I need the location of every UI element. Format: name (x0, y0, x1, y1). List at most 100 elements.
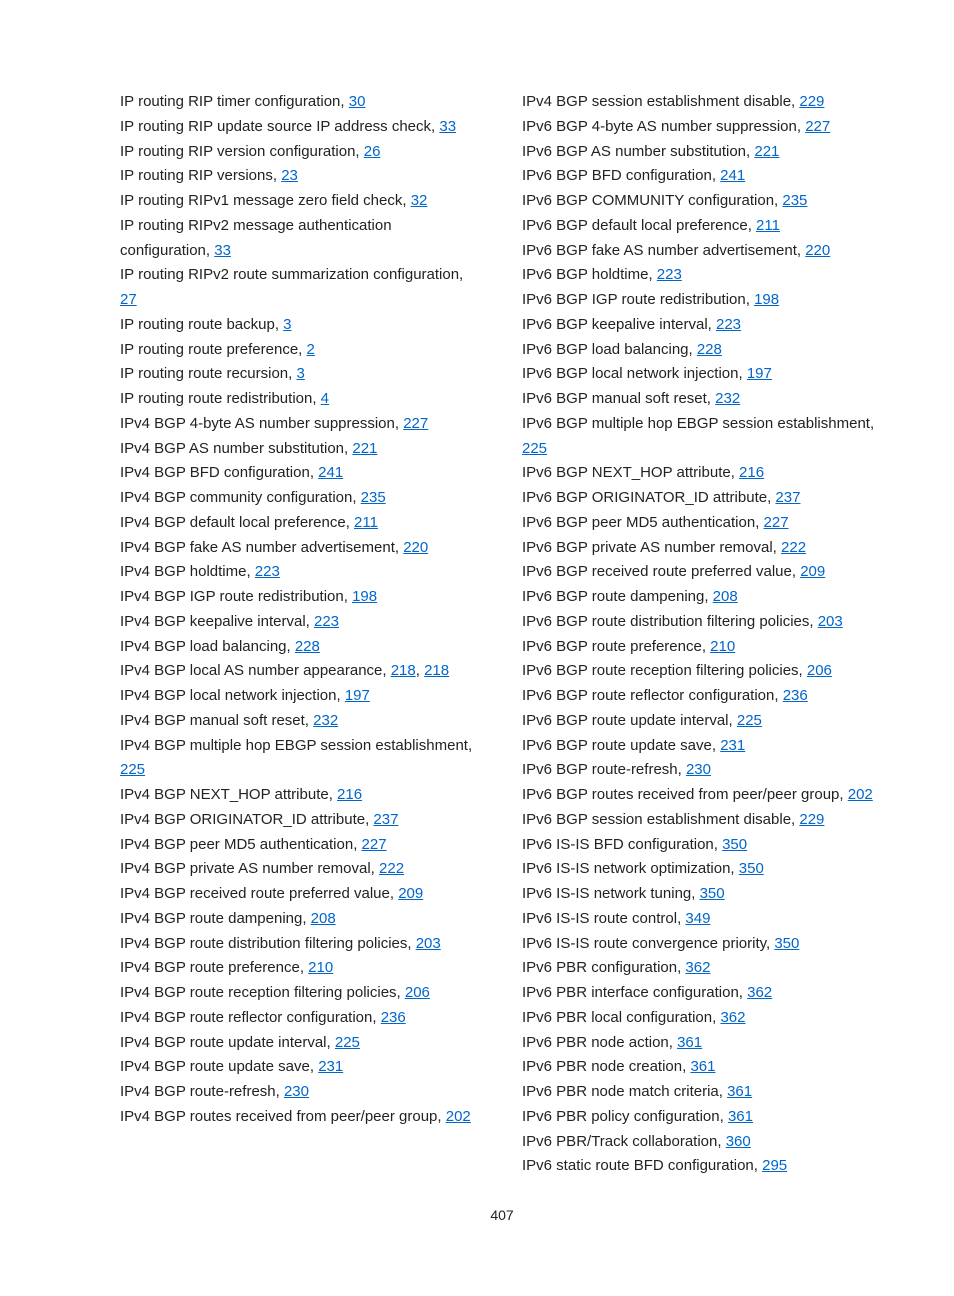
page-link[interactable]: 202 (446, 1108, 471, 1125)
page-link[interactable]: 235 (361, 489, 386, 506)
page-link[interactable]: 241 (318, 464, 343, 481)
columns-container: IP routing RIP timer configuration, 30IP… (120, 90, 884, 1179)
page-link[interactable]: 295 (762, 1157, 787, 1174)
page-link[interactable]: 206 (405, 984, 430, 1001)
page-link[interactable]: 203 (416, 935, 441, 952)
page-link[interactable]: 33 (439, 118, 456, 135)
page-link[interactable]: 218 (391, 662, 416, 679)
entry-text: IPv4 BGP routes received from peer/peer … (120, 1108, 446, 1125)
index-entry: IPv6 BGP manual soft reset, 232 (522, 387, 884, 412)
page-link[interactable]: 211 (354, 514, 378, 531)
entry-text: IPv6 PBR configuration, (522, 959, 685, 976)
page-link[interactable]: 236 (783, 687, 808, 704)
page-link[interactable]: 225 (737, 712, 762, 729)
page-link[interactable]: 27 (120, 291, 137, 308)
page-link[interactable]: 227 (805, 118, 830, 135)
page-link[interactable]: 361 (677, 1034, 702, 1051)
page-link[interactable]: 231 (318, 1058, 343, 1075)
page-link[interactable]: 229 (799, 93, 824, 110)
page-link[interactable]: 237 (775, 489, 800, 506)
page-link[interactable]: 350 (722, 836, 747, 853)
page-link[interactable]: 220 (403, 539, 428, 556)
entry-text: IPv6 BGP route dampening, (522, 588, 713, 605)
page-link[interactable]: 208 (311, 910, 336, 927)
page-link[interactable]: 222 (781, 539, 806, 556)
page-link[interactable]: 211 (756, 217, 780, 234)
index-entry: IPv6 PBR node creation, 361 (522, 1055, 884, 1080)
page-link[interactable]: 210 (308, 959, 333, 976)
page-link[interactable]: 220 (805, 242, 830, 259)
page-link[interactable]: 227 (362, 836, 387, 853)
page-link[interactable]: 229 (799, 811, 824, 828)
index-entry: IPv6 BGP keepalive interval, 223 (522, 313, 884, 338)
page-link[interactable]: 216 (739, 464, 764, 481)
page-link[interactable]: 221 (754, 143, 779, 160)
page-link[interactable]: 202 (848, 786, 873, 803)
page-link[interactable]: 2 (307, 341, 315, 358)
page-link[interactable]: 361 (727, 1083, 752, 1100)
page-link[interactable]: 221 (352, 440, 377, 457)
page-link[interactable]: 223 (657, 266, 682, 283)
page-link[interactable]: 210 (710, 638, 735, 655)
page-link[interactable]: 197 (345, 687, 370, 704)
page-link[interactable]: 230 (284, 1083, 309, 1100)
page-link[interactable]: 206 (807, 662, 832, 679)
page-link[interactable]: 227 (403, 415, 428, 432)
index-entry: IPv4 BGP peer MD5 authentication, 227 (120, 833, 482, 858)
page-link[interactable]: 349 (685, 910, 710, 927)
index-entry: IPv4 BGP manual soft reset, 232 (120, 709, 482, 734)
page-link[interactable]: 223 (255, 563, 280, 580)
page-link[interactable]: 232 (715, 390, 740, 407)
page-link[interactable]: 227 (764, 514, 789, 531)
page-link[interactable]: 225 (335, 1034, 360, 1051)
page-link[interactable]: 222 (379, 860, 404, 877)
index-entry: IPv4 BGP local AS number appearance, 218… (120, 659, 482, 684)
page-link[interactable]: 198 (352, 588, 377, 605)
page-link[interactable]: 228 (697, 341, 722, 358)
page-link[interactable]: 241 (720, 167, 745, 184)
page-link[interactable]: 3 (283, 316, 291, 333)
page-link[interactable]: 362 (720, 1009, 745, 1026)
page-link[interactable]: 362 (685, 959, 710, 976)
page-link[interactable]: 225 (120, 761, 145, 778)
index-entry: IPv4 BGP route preference, 210 (120, 956, 482, 981)
page-link[interactable]: 32 (411, 192, 428, 209)
page-link[interactable]: 223 (314, 613, 339, 630)
entry-text: IPv6 BGP 4-byte AS number suppression, (522, 118, 805, 135)
page-link[interactable]: 225 (522, 440, 547, 457)
page-link[interactable]: 350 (739, 860, 764, 877)
page-link[interactable]: 218 (424, 662, 449, 679)
page-link[interactable]: 350 (774, 935, 799, 952)
page-link[interactable]: 33 (214, 242, 231, 259)
page-link[interactable]: 4 (321, 390, 329, 407)
page-link[interactable]: 350 (700, 885, 725, 902)
page-link[interactable]: 198 (754, 291, 779, 308)
page-link[interactable]: 361 (690, 1058, 715, 1075)
index-entry: IPv4 BGP route reception filtering polic… (120, 981, 482, 1006)
index-entry: IP routing RIP version configuration, 26 (120, 140, 482, 165)
page-link[interactable]: 216 (337, 786, 362, 803)
page-link[interactable]: 362 (747, 984, 772, 1001)
page-link[interactable]: 223 (716, 316, 741, 333)
page-link[interactable]: 228 (295, 638, 320, 655)
page-link[interactable]: 231 (720, 737, 745, 754)
page-link[interactable]: 23 (281, 167, 298, 184)
page-link[interactable]: 360 (726, 1133, 751, 1150)
entry-text: IPv6 BGP session establishment disable, (522, 811, 799, 828)
entry-text: IPv6 PBR node creation, (522, 1058, 690, 1075)
page-link[interactable]: 208 (713, 588, 738, 605)
page-link[interactable]: 230 (686, 761, 711, 778)
page-link[interactable]: 232 (313, 712, 338, 729)
page-link[interactable]: 3 (296, 365, 304, 382)
page-link[interactable]: 237 (373, 811, 398, 828)
page-link[interactable]: 235 (782, 192, 807, 209)
page-link[interactable]: 30 (349, 93, 366, 110)
page-link[interactable]: 361 (728, 1108, 753, 1125)
page-link[interactable]: 236 (381, 1009, 406, 1026)
page-link[interactable]: 203 (818, 613, 843, 630)
page-link[interactable]: 209 (398, 885, 423, 902)
page-link[interactable]: 197 (747, 365, 772, 382)
page-link[interactable]: 26 (364, 143, 381, 160)
entry-text: IPv6 BGP multiple hop EBGP session estab… (522, 415, 874, 432)
page-link[interactable]: 209 (800, 563, 825, 580)
